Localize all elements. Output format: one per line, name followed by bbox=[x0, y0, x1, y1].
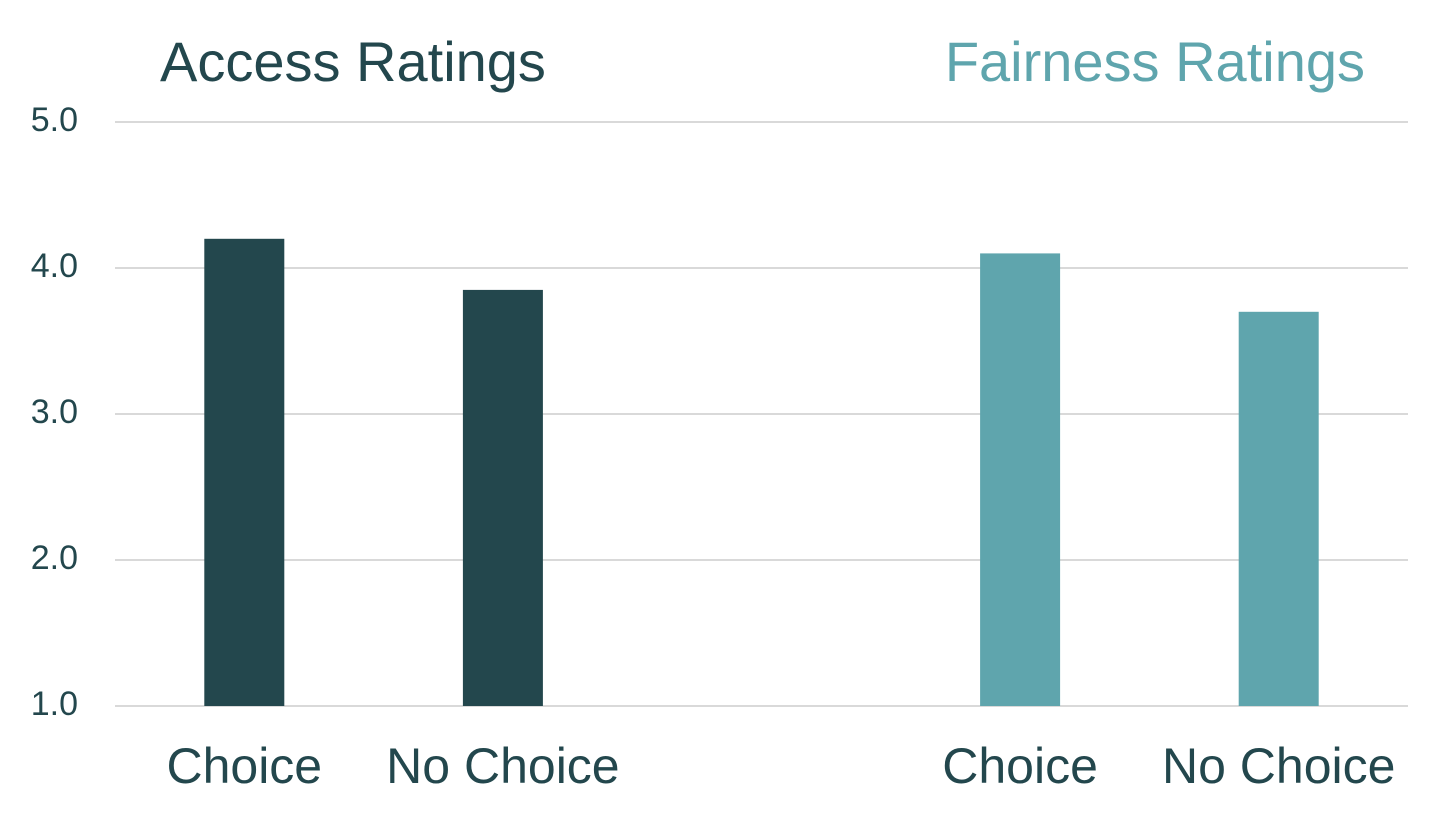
bar bbox=[980, 253, 1061, 706]
y-tick-label: 5.0 bbox=[31, 101, 78, 139]
y-tick-label: 4.0 bbox=[31, 247, 78, 285]
x-tick-label: No Choice bbox=[1162, 738, 1395, 794]
group-title: Fairness Ratings bbox=[945, 30, 1365, 93]
bar bbox=[462, 289, 543, 706]
y-tick-label: 1.0 bbox=[31, 685, 78, 723]
x-tick-label: Choice bbox=[166, 738, 322, 794]
bar bbox=[204, 238, 285, 707]
y-tick-label: 3.0 bbox=[31, 393, 78, 431]
x-tick-label: Choice bbox=[942, 738, 1098, 794]
group-title: Access Ratings bbox=[160, 30, 546, 93]
y-tick-label: 2.0 bbox=[31, 539, 78, 577]
x-tick-label: No Choice bbox=[386, 738, 619, 794]
bar bbox=[1238, 311, 1319, 706]
